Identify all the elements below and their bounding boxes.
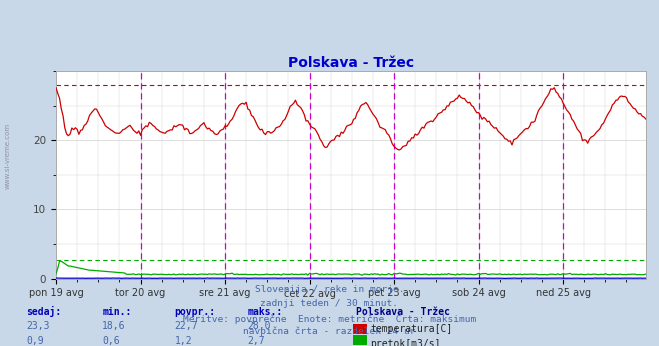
Text: 2,7: 2,7 <box>247 336 265 346</box>
Title: Polskava - Tržec: Polskava - Tržec <box>288 56 414 70</box>
Text: sedaj:: sedaj: <box>26 306 61 317</box>
Text: Meritve: povprečne  Enote: metrične  Črta: maksimum: Meritve: povprečne Enote: metrične Črta:… <box>183 313 476 324</box>
Text: 18,6: 18,6 <box>102 321 126 331</box>
Text: min.:: min.: <box>102 307 132 317</box>
Text: 28,0: 28,0 <box>247 321 271 331</box>
Text: temperatura[C]: temperatura[C] <box>370 325 453 334</box>
Text: navpična črta - razdelek 24 ur: navpična črta - razdelek 24 ur <box>243 327 416 336</box>
Text: 0,6: 0,6 <box>102 336 120 346</box>
Text: zadnji teden / 30 minut.: zadnji teden / 30 minut. <box>260 299 399 308</box>
Text: pretok[m3/s]: pretok[m3/s] <box>370 339 441 346</box>
Text: 22,7: 22,7 <box>175 321 198 331</box>
Text: 0,9: 0,9 <box>26 336 44 346</box>
Text: Polskava - Tržec: Polskava - Tržec <box>356 307 450 317</box>
Text: 1,2: 1,2 <box>175 336 192 346</box>
Text: povpr.:: povpr.: <box>175 307 215 317</box>
Text: www.si-vreme.com: www.si-vreme.com <box>5 122 11 189</box>
Text: maks.:: maks.: <box>247 307 282 317</box>
Text: Slovenija / reke in morje.: Slovenija / reke in morje. <box>255 285 404 294</box>
Text: 23,3: 23,3 <box>26 321 50 331</box>
